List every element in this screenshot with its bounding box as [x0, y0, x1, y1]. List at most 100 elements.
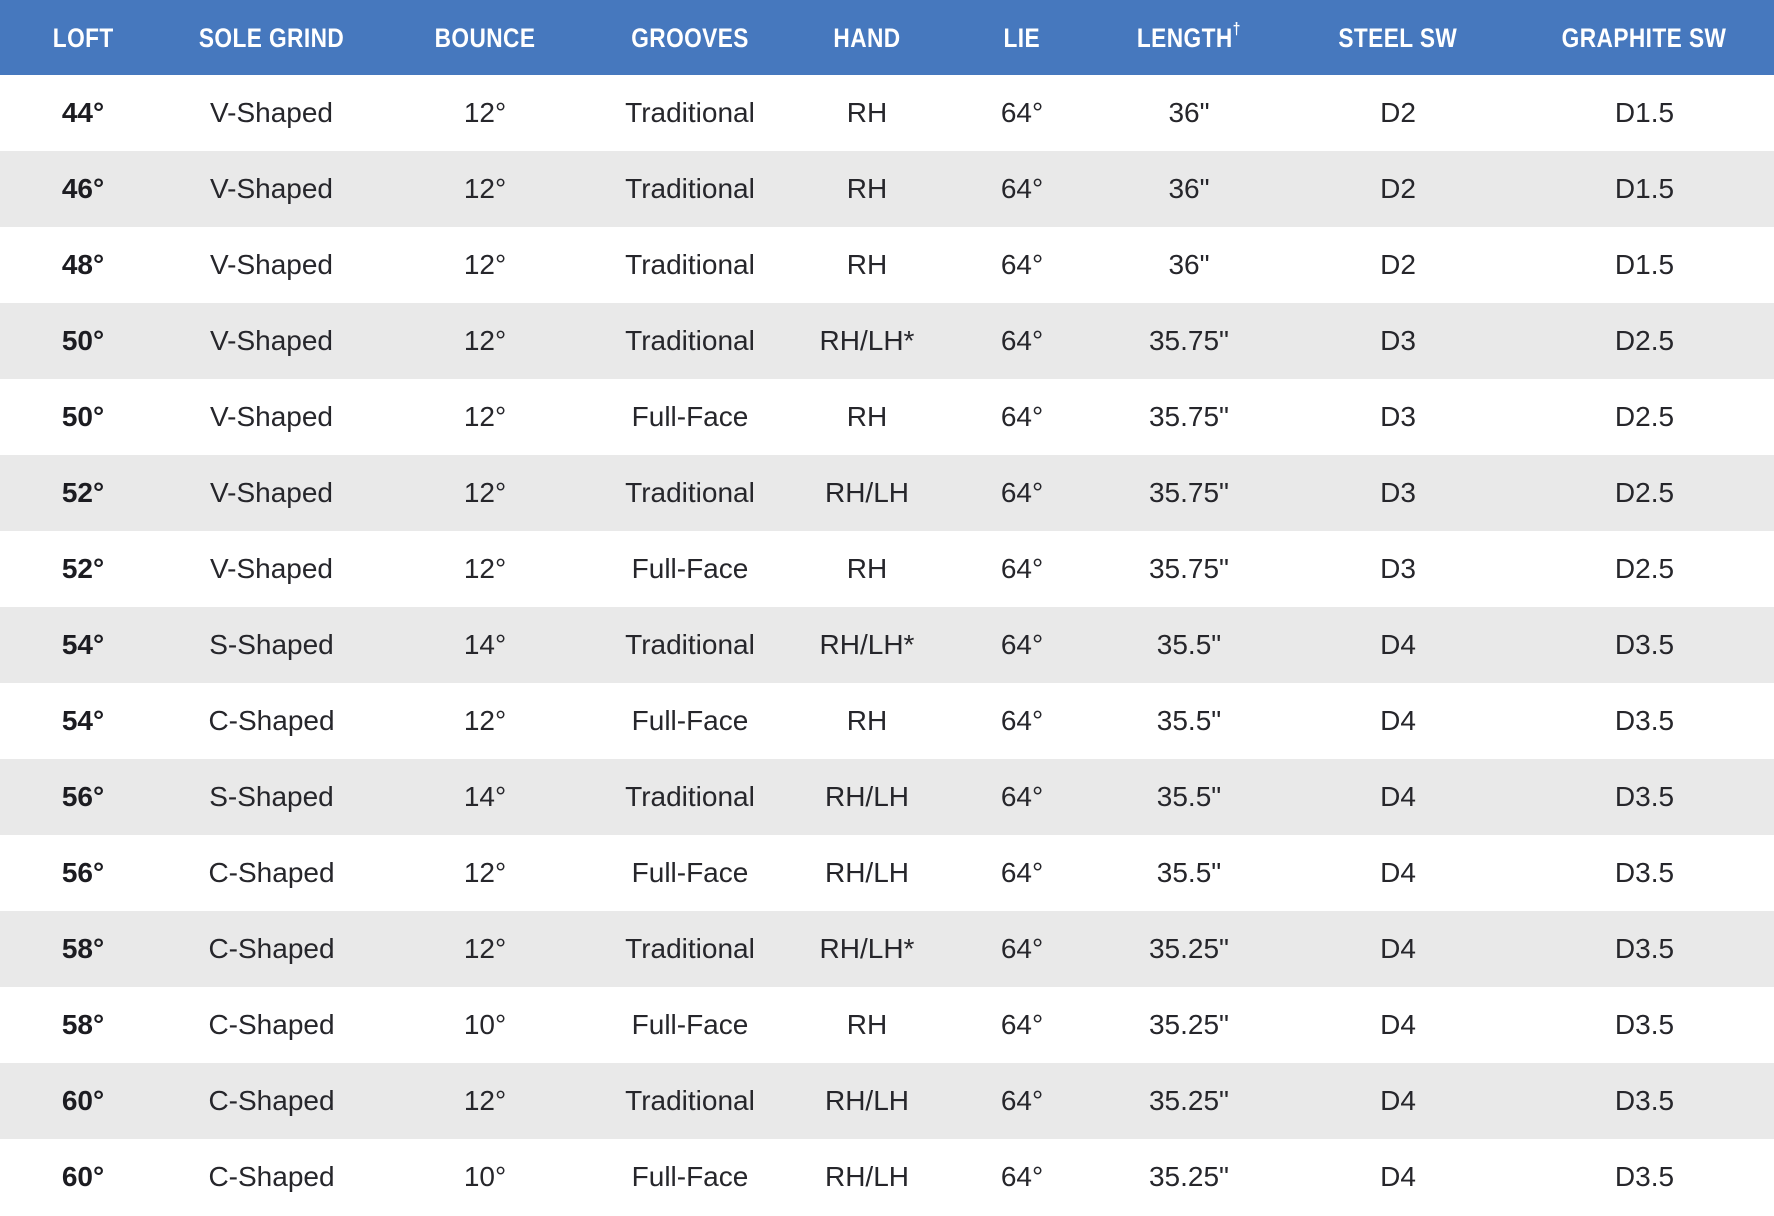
table-cell: 60°: [61, 1161, 105, 1192]
table-cell: V-Shaped: [210, 325, 333, 356]
column-header-lie: LIE: [947, 0, 1097, 75]
table-cell: 35.75": [1148, 325, 1229, 356]
table-cell: Traditional: [625, 781, 755, 812]
table-cell: D4: [1380, 933, 1416, 964]
table-cell: 52°: [61, 477, 105, 508]
table-cell: C-Shaped: [208, 1161, 335, 1192]
table-cell: Traditional: [625, 325, 755, 356]
table-cell: 35.5": [1156, 705, 1222, 736]
table-cell: Full-Face: [631, 1161, 749, 1192]
table-cell: 56°: [61, 857, 105, 888]
table-cell: D2: [1380, 97, 1416, 128]
table-cell: 60°: [61, 1085, 105, 1116]
table-cell: 12°: [463, 705, 507, 736]
table-cell: D4: [1380, 1161, 1416, 1192]
column-header-grooves: GROOVES: [593, 0, 787, 75]
table-cell: RH: [846, 553, 888, 584]
table-cell: D2.5: [1614, 325, 1675, 356]
table-cell: D3: [1380, 477, 1416, 508]
table-row: 60° C-Shaped 12° Traditional RH/LH 64° 35.25" D…: [0, 1063, 1774, 1139]
table-cell: D3.5: [1614, 705, 1675, 736]
table-cell: D1.5: [1614, 173, 1675, 204]
table-cell: RH: [846, 705, 888, 736]
dagger-footnote-marker: †: [1232, 19, 1242, 38]
column-header-sole-grind: SOLE GRIND: [166, 0, 377, 75]
table-cell: 12°: [463, 325, 507, 356]
table-cell: 35.5": [1156, 857, 1222, 888]
table-cell: 12°: [463, 553, 507, 584]
table-cell: 10°: [463, 1009, 507, 1040]
table-cell: 12°: [463, 173, 507, 204]
table-cell: RH/LH*: [819, 325, 915, 356]
table-cell: 64°: [1000, 249, 1044, 280]
table-cell: C-Shaped: [208, 1085, 335, 1116]
table-cell: V-Shaped: [210, 553, 333, 584]
table-cell: RH/LH*: [819, 629, 915, 660]
table-row: 54° C-Shaped 12° Full-Face RH 64° 35.5" D4 D3.5: [0, 683, 1774, 759]
table-cell: RH/LH: [824, 857, 909, 888]
table-cell: Traditional: [625, 1085, 755, 1116]
table-cell: 35.25": [1148, 1085, 1229, 1116]
table-cell: D1.5: [1614, 249, 1675, 280]
table-cell: 64°: [1000, 1009, 1044, 1040]
table-row: 56° C-Shaped 12° Full-Face RH/LH 64° 35.5" D4 D3…: [0, 835, 1774, 911]
table-cell: D3.5: [1614, 1085, 1675, 1116]
table-row: 52° V-Shaped 12° Traditional RH/LH 64° 35.75" D…: [0, 455, 1774, 531]
table-row: 46° V-Shaped 12° Traditional RH 64° 36" D2 D1.5: [0, 151, 1774, 227]
table-header: LOFT SOLE GRIND BOUNCE GROOVES HAND LIE …: [0, 0, 1774, 75]
table-cell: 64°: [1000, 781, 1044, 812]
table-row: 56° S-Shaped 14° Traditional RH/LH 64° 35.5" D4…: [0, 759, 1774, 835]
table-cell: 64°: [1000, 173, 1044, 204]
table-cell: D3.5: [1614, 781, 1675, 812]
column-header-loft: LOFT: [0, 0, 166, 75]
table-cell: 35.25": [1148, 933, 1229, 964]
header-row: LOFT SOLE GRIND BOUNCE GROOVES HAND LIE …: [0, 0, 1774, 75]
table-row: 58° C-Shaped 12° Traditional RH/LH* 64° 35.25"…: [0, 911, 1774, 987]
table-cell: RH/LH: [824, 1161, 909, 1192]
table-cell: 64°: [1000, 857, 1044, 888]
table-row: 50° V-Shaped 12° Full-Face RH 64° 35.75" D3 D2.5: [0, 379, 1774, 455]
table-cell: V-Shaped: [210, 97, 333, 128]
table-cell: 35.5": [1156, 629, 1222, 660]
table-cell: Full-Face: [631, 1009, 749, 1040]
table-cell: V-Shaped: [210, 173, 333, 204]
table-cell: 58°: [61, 1009, 105, 1040]
column-header-graphite-sw: GRAPHITE SW: [1515, 0, 1774, 75]
table-cell: C-Shaped: [208, 1009, 335, 1040]
table-cell: RH: [846, 401, 888, 432]
table-cell: Full-Face: [631, 553, 749, 584]
table-cell: D4: [1380, 1009, 1416, 1040]
table-cell: C-Shaped: [208, 705, 335, 736]
column-header-length: LENGTH†: [1097, 0, 1281, 75]
table-cell: S-Shaped: [209, 781, 334, 812]
table-cell: V-Shaped: [210, 249, 333, 280]
table-cell: 35.75": [1148, 401, 1229, 432]
column-header-steel-sw: STEEL SW: [1281, 0, 1515, 75]
table-cell: S-Shaped: [209, 629, 334, 660]
table-cell: RH/LH*: [819, 933, 915, 964]
table-cell: D2.5: [1614, 553, 1675, 584]
table-cell: D2: [1380, 173, 1416, 204]
table-cell: 56°: [61, 781, 105, 812]
table-row: 44° V-Shaped 12° Traditional RH 64° 36" D2 D1.5: [0, 75, 1774, 151]
table-row: 50° V-Shaped 12° Traditional RH/LH* 64° 35.75"…: [0, 303, 1774, 379]
table-cell: D2.5: [1614, 477, 1675, 508]
table-cell: D1.5: [1614, 97, 1675, 128]
table-cell: 12°: [463, 97, 507, 128]
table-cell: Traditional: [625, 477, 755, 508]
table-cell: RH/LH: [824, 781, 909, 812]
table-body: 44° V-Shaped 12° Traditional RH 64° 36" D2 D1.5 4…: [0, 75, 1774, 1215]
column-header-hand: HAND: [787, 0, 947, 75]
table-cell: 54°: [61, 629, 105, 660]
table-cell: Traditional: [625, 933, 755, 964]
table-cell: D3.5: [1614, 857, 1675, 888]
table-cell: Traditional: [625, 629, 755, 660]
table-cell: D2: [1380, 249, 1416, 280]
table-cell: 12°: [463, 857, 507, 888]
table-cell: 14°: [463, 629, 507, 660]
table-cell: C-Shaped: [208, 857, 335, 888]
table-cell: 35.75": [1148, 553, 1229, 584]
table-cell: 64°: [1000, 401, 1044, 432]
table-cell: 46°: [61, 173, 105, 204]
